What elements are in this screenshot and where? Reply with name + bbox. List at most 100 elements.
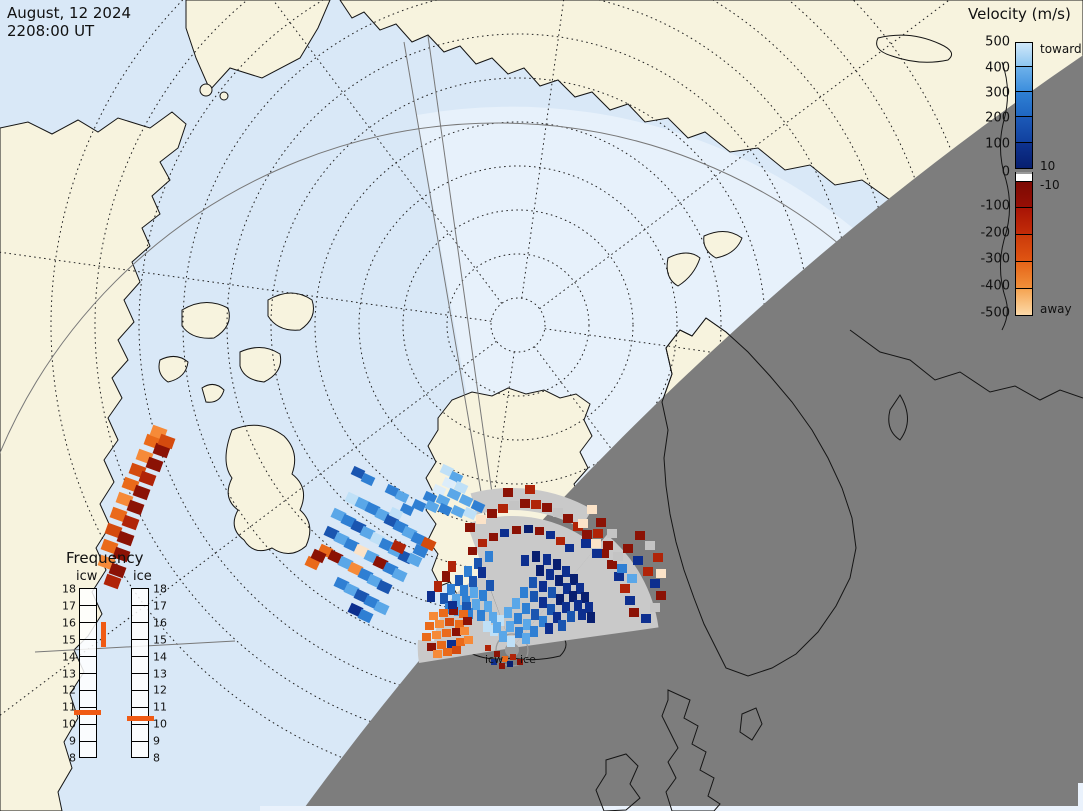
radar-cell-fan-left [464,565,472,577]
radar-cell-origin-bits [517,659,523,665]
right-sliver [1078,783,1083,811]
velocity-tick-label: 200 [985,110,1010,126]
radar-cell-fan-right [603,540,613,550]
radar-cell-fan-navy [576,582,584,594]
radar-cell-red-streak [145,456,163,472]
radar-cell-fan-right [592,548,602,558]
ladder-rung [80,589,96,606]
radar-cell-fan-navy [570,573,578,585]
meridian-line [521,0,565,299]
radar-label-icw: icw [485,653,504,666]
frequency-active-mark [127,716,154,721]
radar-cell-fan-navy [548,586,556,598]
night-coastlines [340,0,1083,811]
radar-cell-fan-outer-red [487,508,497,518]
radar-cell-fan-right [635,530,645,540]
radar-cell-red-streak [132,484,150,500]
radar-cell-orange-cluster [447,601,457,609]
radar-label-ice: ice [520,653,536,666]
radar-cell-fan-right [650,578,660,588]
frequency-scale-label: 16 [62,616,76,630]
radar-cell-fan-navy [530,625,538,637]
radar-cell-fan-outer-red [587,504,597,514]
radar-cell-fan-left [479,589,487,601]
radar-cell-orange-cluster [434,620,444,628]
radar-cell-fan-navy [523,618,531,630]
radar-cell-fan-inner-red [534,527,544,535]
radar-cell-fan-right [607,559,617,569]
radar-cell-fan-right [627,573,637,583]
ladder-rung [80,742,96,759]
velocity-tick-label: 500 [985,34,1010,50]
radar-cell-fan-right [617,563,627,573]
velocity-side-label: toward [1040,42,1082,56]
frequency-scale-label: 8 [69,751,76,765]
frequency-scale-label: 18 [153,582,167,596]
radar-cell-fan-left [427,590,435,602]
radar-cell-fan-navy [567,610,575,622]
radar-cell-fan-inner-red [499,529,509,537]
radar-cell-fan-navy [587,611,595,623]
colorbar-zero-band [1015,172,1033,182]
radar-cell-fan-navy [581,591,589,603]
frequency-column-header-ice: ice [133,569,152,584]
radar-cell-orange-cluster [432,650,442,658]
radar-cell-fan-outer-red [582,529,592,539]
radar-cell-fan-outer-red [553,507,563,517]
ladder-rung [132,725,148,742]
radar-cell-fan-outer-red [465,522,475,532]
island-2 [219,91,229,101]
radar-cell-fan-left [484,600,492,612]
radar-cell-origin-bits [494,651,500,657]
radar-cell-fan-inner-red [477,539,487,547]
radar-cell-orange-cluster [461,602,471,610]
radar-cell-fan-navy [539,580,547,592]
frequency-column-header-icw: icw [76,569,98,584]
radar-cell-fan-right [629,607,639,617]
coast-white-sea [888,394,908,441]
ladder-rung [80,657,96,674]
colorbar-segment [1015,235,1033,262]
radar-cell-orange-cluster [451,646,461,654]
radar-cell-fan-left [434,580,442,592]
radar-cell-fan-right [653,552,663,562]
meridian-line [0,251,492,322]
radar-cell-fan-outer-red [542,502,552,512]
radar-cell-fan-navy [522,632,530,644]
radar-cell-fan-navy [546,568,554,580]
radar-cell-fan-navy [539,615,547,627]
ladder-rung [80,725,96,742]
radar-cell-orange-cluster [463,636,473,644]
velocity-side-label: 10 [1040,159,1056,173]
ladder-rung [132,657,148,674]
radar-cell-origin-bits [485,645,491,651]
latitude-circle [490,297,546,353]
latitude-circle [358,165,678,485]
island-novaya-zemlya [876,34,953,63]
radar-cell-blue-streak [356,608,374,624]
velocity-tick-label: 0 [1001,164,1010,180]
radar-cell-origin-bits [502,656,508,662]
ladder-rung [80,708,96,725]
island-arch-3 [158,356,189,383]
ladder-rung [80,674,96,691]
radar-cell-fan-right [650,602,660,612]
radar-cell-fan-right [656,590,666,600]
velocity-side-label: -10 [1040,178,1060,192]
frequency-scale-label: 17 [153,599,167,613]
radar-cell-fan-outer-red [607,528,617,538]
radar-cell-fan-navy [507,635,515,647]
radar-cell-fan-navy [531,608,539,620]
radar-cell-orange-cluster [442,648,452,656]
ladder-rung [80,691,96,708]
radar-cell-fan-right [613,551,623,561]
colorbar-segment [1015,208,1033,235]
radar-cell-orange-cluster [421,633,431,641]
radar-cell-origin-bits [507,661,513,667]
radar-cell-fan-right [623,543,633,553]
radar-cell-fan-navy [574,599,582,611]
frequency-scale-label: 14 [153,650,167,664]
radar-cell-fan-right [645,540,655,550]
radar-cell-red-streak [116,530,134,546]
velocity-tick-label: 400 [985,60,1010,76]
